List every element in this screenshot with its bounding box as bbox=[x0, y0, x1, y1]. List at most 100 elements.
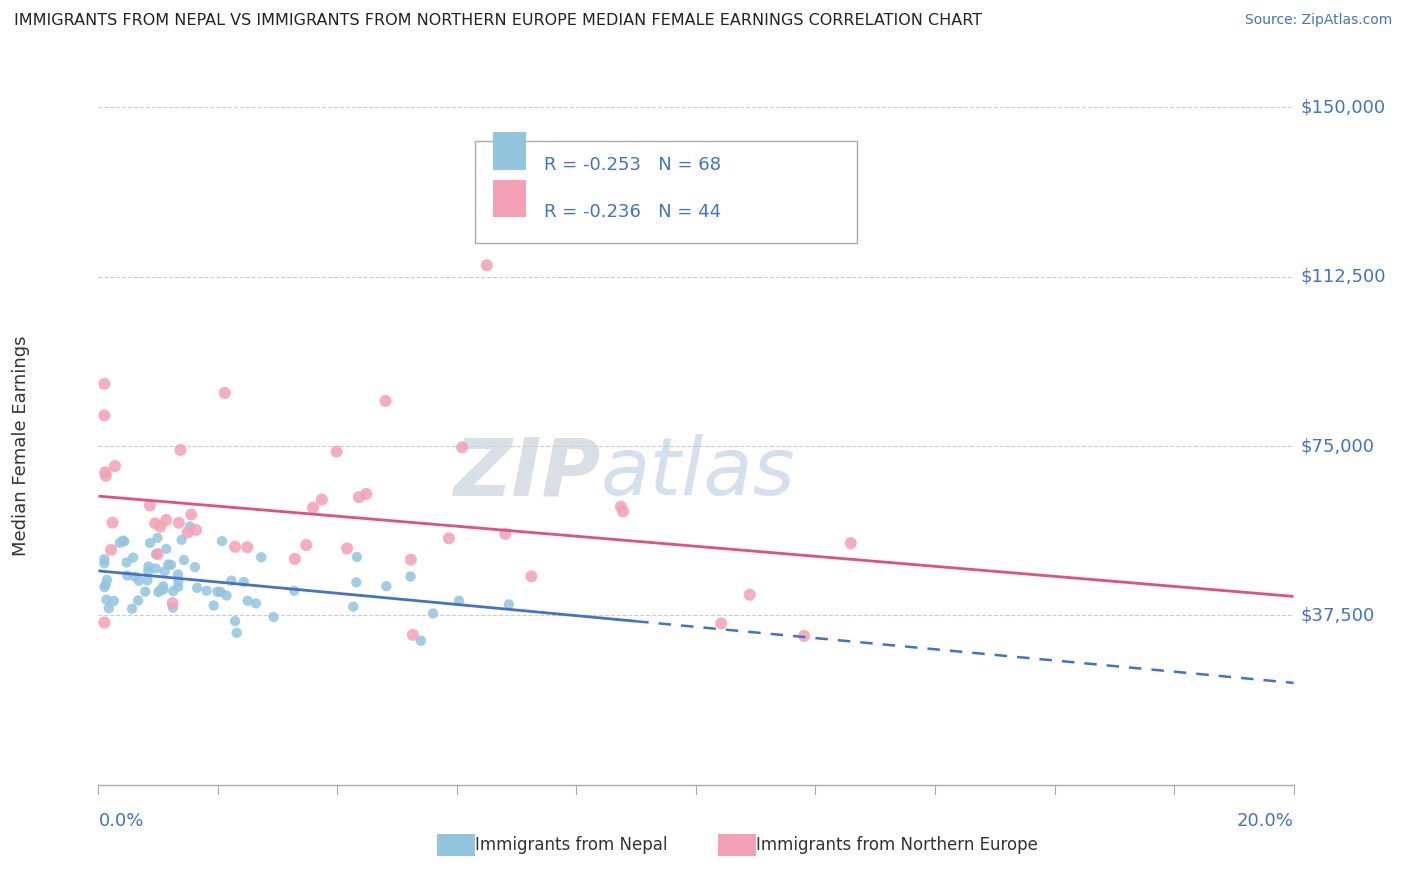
Point bbox=[149, 519, 172, 533]
Point bbox=[127, 593, 149, 607]
Point bbox=[520, 569, 543, 583]
Text: R = -0.236   N = 44: R = -0.236 N = 44 bbox=[544, 203, 721, 221]
Point bbox=[447, 593, 470, 607]
Point bbox=[145, 547, 167, 561]
Point bbox=[94, 465, 117, 479]
Point bbox=[209, 585, 232, 599]
Point bbox=[128, 574, 150, 588]
Point bbox=[612, 504, 634, 518]
Text: $112,500: $112,500 bbox=[1301, 268, 1386, 285]
Point bbox=[162, 600, 184, 615]
Point bbox=[354, 487, 377, 501]
Text: IMMIGRANTS FROM NEPAL VS IMMIGRANTS FROM NORTHERN EUROPE MEDIAN FEMALE EARNINGS : IMMIGRANTS FROM NEPAL VS IMMIGRANTS FROM… bbox=[14, 13, 983, 29]
Point bbox=[437, 532, 460, 546]
Point bbox=[399, 569, 422, 583]
Point bbox=[184, 560, 207, 574]
Point bbox=[93, 580, 115, 594]
Point bbox=[302, 500, 325, 515]
Point bbox=[138, 559, 160, 574]
Point bbox=[139, 536, 162, 550]
Point bbox=[93, 409, 115, 423]
Point bbox=[112, 533, 135, 548]
Point bbox=[422, 607, 444, 621]
Point bbox=[344, 575, 367, 590]
Point bbox=[157, 558, 180, 572]
Point bbox=[402, 628, 425, 642]
Point bbox=[145, 561, 167, 575]
Text: $150,000: $150,000 bbox=[1301, 98, 1386, 116]
Point bbox=[149, 582, 172, 597]
Point bbox=[108, 536, 131, 550]
Point bbox=[475, 258, 498, 272]
Point bbox=[311, 492, 333, 507]
Point bbox=[148, 585, 170, 599]
Text: R = -0.253   N = 68: R = -0.253 N = 68 bbox=[544, 156, 721, 174]
Point bbox=[236, 541, 259, 555]
Point bbox=[375, 579, 398, 593]
Point bbox=[112, 534, 135, 549]
Point bbox=[342, 599, 364, 614]
Point bbox=[610, 500, 633, 514]
Point bbox=[167, 580, 190, 594]
FancyBboxPatch shape bbox=[475, 141, 858, 243]
Point bbox=[180, 508, 202, 522]
Point bbox=[153, 565, 176, 579]
Point bbox=[152, 579, 174, 593]
Point bbox=[295, 538, 318, 552]
Point bbox=[221, 574, 243, 588]
Text: 20.0%: 20.0% bbox=[1237, 812, 1294, 830]
Point bbox=[100, 542, 122, 557]
Text: atlas: atlas bbox=[600, 434, 796, 512]
Point bbox=[93, 376, 115, 391]
Point bbox=[409, 633, 432, 648]
Point bbox=[122, 550, 145, 565]
Point bbox=[162, 596, 184, 610]
Point bbox=[250, 550, 273, 565]
Point bbox=[115, 556, 138, 570]
Point bbox=[710, 616, 733, 631]
Point bbox=[170, 533, 193, 547]
Point bbox=[93, 615, 115, 630]
Point bbox=[101, 516, 124, 530]
Point bbox=[93, 557, 115, 571]
Point bbox=[207, 584, 229, 599]
Point bbox=[839, 536, 862, 550]
Point bbox=[103, 594, 125, 608]
Point bbox=[162, 584, 184, 599]
Point bbox=[160, 558, 183, 572]
Point bbox=[143, 516, 166, 531]
Text: Immigrants from Nepal: Immigrants from Nepal bbox=[475, 836, 668, 854]
Point bbox=[336, 541, 359, 556]
Point bbox=[793, 629, 815, 643]
Point bbox=[347, 490, 370, 504]
Point bbox=[97, 601, 120, 615]
Point bbox=[146, 547, 169, 561]
Text: 0.0%: 0.0% bbox=[98, 812, 143, 830]
Point bbox=[179, 519, 201, 533]
Text: Immigrants from Northern Europe: Immigrants from Northern Europe bbox=[756, 836, 1038, 854]
Point bbox=[94, 577, 117, 591]
Point bbox=[94, 468, 117, 483]
Text: $75,000: $75,000 bbox=[1301, 437, 1375, 455]
Text: ZIP: ZIP bbox=[453, 434, 600, 512]
Point bbox=[224, 614, 246, 628]
Point bbox=[236, 594, 259, 608]
Point bbox=[146, 531, 169, 545]
Point bbox=[215, 589, 238, 603]
Point bbox=[225, 625, 247, 640]
Point bbox=[202, 599, 225, 613]
Point bbox=[96, 592, 118, 607]
Point bbox=[136, 574, 159, 588]
Point bbox=[211, 534, 233, 549]
Point bbox=[346, 549, 368, 564]
Text: Source: ZipAtlas.com: Source: ZipAtlas.com bbox=[1244, 13, 1392, 28]
Point bbox=[134, 584, 156, 599]
Point bbox=[494, 526, 516, 541]
Point bbox=[399, 552, 422, 566]
Point bbox=[117, 568, 139, 582]
Text: Median Female Earnings: Median Female Earnings bbox=[13, 335, 30, 557]
Point bbox=[93, 552, 115, 566]
Point bbox=[184, 523, 207, 537]
Text: $37,500: $37,500 bbox=[1301, 607, 1375, 624]
Point bbox=[325, 444, 347, 458]
